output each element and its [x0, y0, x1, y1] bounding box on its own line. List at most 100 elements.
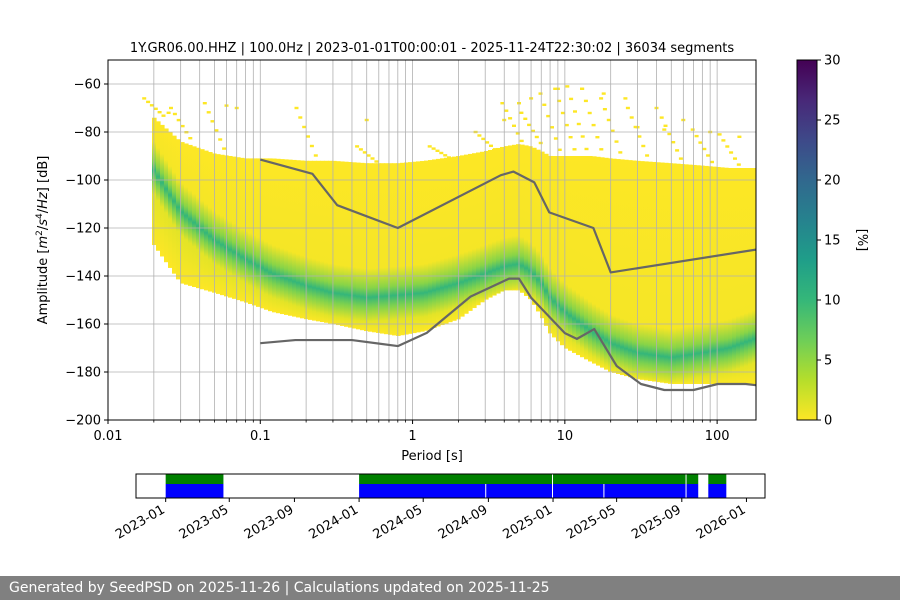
heatmap-speck [583, 99, 588, 103]
timeline-tick-label: 2024-09 [436, 502, 491, 542]
heatmap-column [208, 152, 213, 292]
heatmap-column [472, 153, 477, 309]
y-tick-label: −60 [74, 78, 101, 93]
heatmap-speck [309, 144, 314, 148]
heatmap-speck [717, 133, 722, 136]
heatmap-column [164, 128, 169, 263]
data-availability-bar [165, 484, 224, 498]
heatmap-speck [553, 87, 558, 90]
heatmap-speck [146, 100, 151, 104]
heatmap-column [624, 159, 629, 377]
heatmap-speck [538, 141, 543, 145]
heatmap-column [664, 162, 669, 384]
heatmap-speck [710, 160, 714, 164]
footer-bar: Generated by SeedPSD on 2025-11-26 | Cal… [0, 576, 900, 600]
x-tick-label: 10 [557, 429, 574, 444]
heatmap-speck [538, 92, 543, 95]
colorbar-tick-label: 5 [824, 354, 832, 369]
heatmap-column [152, 117, 157, 246]
heatmap-column [200, 149, 205, 290]
heatmap-column [296, 160, 301, 318]
heatmap-speck [142, 97, 147, 100]
heatmap-column [676, 163, 681, 384]
heatmap-column [640, 161, 645, 380]
heatmap-column [620, 159, 625, 376]
colorbar-tick-label: 15 [824, 234, 841, 249]
heatmap-speck [210, 120, 215, 123]
heatmap-column [536, 149, 541, 312]
heatmap-speck [534, 135, 539, 139]
y-tick-label: −80 [74, 126, 101, 141]
heatmap-column [436, 158, 441, 327]
heatmap-speck [149, 104, 154, 107]
heatmap-column [584, 156, 589, 360]
heatmap-speck [362, 151, 367, 154]
psd-coverage-bar [359, 474, 699, 484]
heatmap-column [172, 135, 177, 274]
heatmap-column [524, 145, 529, 296]
availability-timeline [165, 474, 727, 498]
heatmap-speck [725, 145, 730, 148]
timeline-tick-label: 2023-05 [177, 502, 232, 542]
heatmap-speck [527, 123, 532, 127]
heatmap-speck [625, 106, 630, 110]
heatmap-column [228, 156, 233, 298]
heatmap-column [380, 163, 385, 334]
heatmap-speck [550, 126, 554, 129]
timeline-frame [135, 473, 766, 499]
heatmap-column [568, 156, 573, 351]
heatmap-column [324, 160, 329, 323]
heatmap-column [416, 161, 421, 333]
heatmap-speck [584, 147, 589, 151]
noise-model-nlnm [260, 277, 756, 392]
heatmap-speck [602, 108, 607, 111]
heatmap-speck [523, 117, 528, 120]
heatmap-speck [599, 97, 604, 100]
heatmap-column [280, 159, 285, 315]
heatmap-speck [508, 117, 513, 120]
heatmap-speck [560, 111, 565, 115]
heatmap-speck [512, 124, 516, 127]
heatmap-speck [568, 136, 573, 139]
heatmap-speck [645, 154, 650, 157]
heatmap-speck [358, 148, 363, 151]
heatmap-speck [161, 114, 166, 117]
heatmap-column [300, 160, 305, 319]
heatmap-speck [557, 99, 562, 103]
heatmap-speck [492, 148, 497, 151]
y-tick-label: −180 [65, 366, 101, 381]
heatmap-speck [500, 102, 505, 105]
heatmap-speck [553, 137, 558, 140]
colorbar-ticks: 0 5 10 15 20 25 30 [817, 54, 841, 429]
heatmap-column [360, 162, 365, 331]
heatmap-column [564, 156, 569, 349]
heatmap-speck [580, 87, 585, 90]
heatmap-speck [176, 118, 181, 122]
heatmap-column [216, 154, 221, 294]
heatmap-column [344, 161, 349, 327]
heatmap-column [432, 159, 437, 328]
heatmap-column [312, 160, 317, 321]
heatmap-speck [576, 122, 581, 126]
heatmap-column [468, 153, 473, 311]
heatmap-column [696, 165, 701, 384]
heatmap-speck [447, 156, 451, 159]
heatmap-column [520, 144, 525, 293]
heatmap-column [180, 142, 185, 284]
heatmap-column [684, 164, 689, 384]
heatmap-column [680, 164, 685, 384]
heatmap-speck [698, 141, 703, 144]
heatmap-speck [504, 109, 509, 112]
psd-coverage-bar [165, 474, 224, 484]
heatmap-speck [641, 144, 646, 148]
heatmap-speck [546, 114, 551, 118]
heatmap-column [376, 163, 381, 333]
heatmap-speck [485, 141, 490, 144]
heatmap-speck [435, 149, 440, 152]
heatmap-column [704, 165, 709, 384]
heatmap-speck [587, 111, 592, 115]
heatmap-speck [302, 125, 307, 129]
heatmap-column [392, 163, 397, 336]
chart-title: 1Y.GR06.00.HHZ | 100.0Hz | 2023-01-01T00… [130, 41, 735, 56]
noise-models [259, 158, 756, 392]
